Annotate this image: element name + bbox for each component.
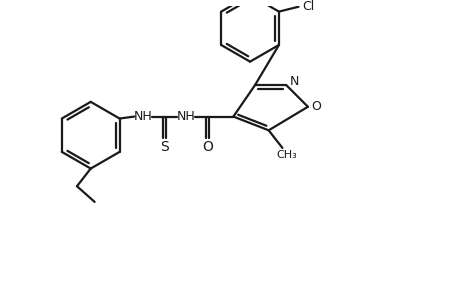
Text: Cl: Cl bbox=[302, 0, 314, 13]
Text: O: O bbox=[202, 140, 213, 154]
Text: NH: NH bbox=[134, 110, 152, 123]
Text: N: N bbox=[289, 75, 298, 88]
Text: O: O bbox=[310, 100, 320, 113]
Text: S: S bbox=[160, 140, 169, 154]
Text: NH: NH bbox=[177, 110, 195, 123]
Text: CH₃: CH₃ bbox=[275, 150, 296, 160]
